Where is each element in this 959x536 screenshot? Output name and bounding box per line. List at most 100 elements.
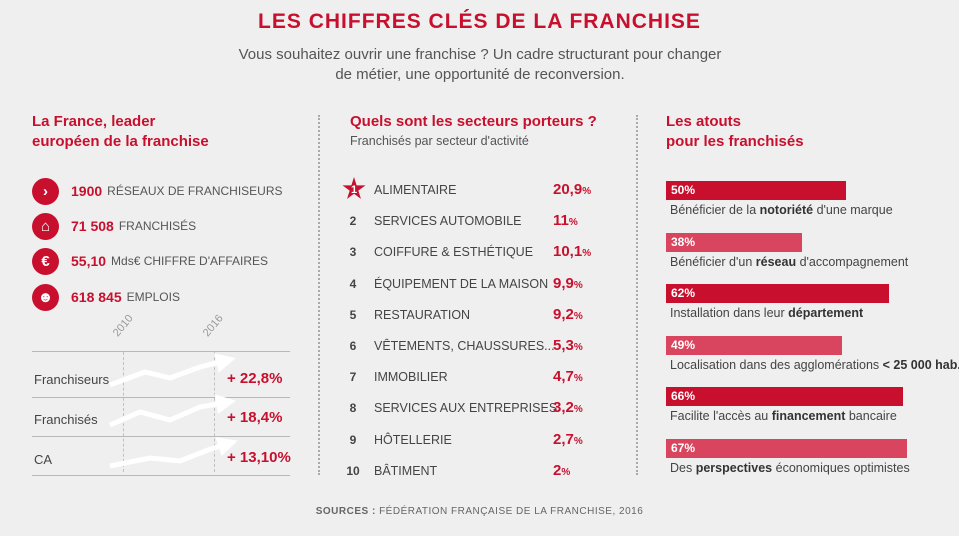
atout-bar: 66% <box>666 387 903 406</box>
sector-row: 5 RESTAURATION 9,2% <box>342 301 612 331</box>
sector-name: VÊTEMENTS, CHAUSSURES... <box>374 339 555 353</box>
page-title: LES CHIFFRES CLÉS DE LA FRANCHISE <box>258 10 701 33</box>
atout-label: Localisation dans des agglomérations < 2… <box>670 357 959 372</box>
sector-value: 10,1% <box>553 243 592 261</box>
sector-name: ALIMENTAIRE <box>374 183 457 197</box>
trend-label: CA <box>34 452 53 467</box>
left-heading-line-2: européen de la franchise <box>32 133 209 150</box>
shop-icon: ⌂ <box>32 212 59 240</box>
sector-name: IMMOBILIER <box>374 370 448 385</box>
sector-row: 2 SERVICES AUTOMOBILE 11% <box>342 207 612 237</box>
separator-left <box>318 115 320 475</box>
atout-bar: 38% <box>666 232 803 252</box>
sector-value: 20,9% <box>553 181 592 198</box>
right-heading-line-2: pour les franchisés <box>666 133 804 150</box>
sector-rank: 2 <box>349 214 357 229</box>
trend-label: Franchisés <box>34 412 98 427</box>
trend-divider <box>32 475 290 476</box>
right-heading-line-1: Les atouts <box>666 113 742 130</box>
left-heading: La France, leader européen de la franchi… <box>32 112 209 152</box>
year-guide-2010 <box>123 352 124 472</box>
stat-row-networks: › 1900 RÉSEAUX DE FRANCHISEURS <box>32 177 283 205</box>
sector-value: 9,2% <box>553 305 583 323</box>
separator-right <box>636 115 638 475</box>
atout-bar: 67% <box>666 438 907 458</box>
euro-icon: € <box>32 247 59 275</box>
atout-label: Bénéficier de la notoriété d'une marque <box>670 203 893 217</box>
sector-row: 3 COIFFURE & ESTHÉTIQUE 10,1% <box>342 238 612 268</box>
sector-name: BÂTIMENT <box>374 463 438 478</box>
stat-value: 71 508 <box>71 218 114 234</box>
sector-row: 7 IMMOBILIER 4,7% <box>342 363 612 393</box>
stat-label: EMPLOIS <box>126 290 180 304</box>
sector-name: HÔTELLERIE <box>374 432 452 447</box>
stat-value: 1900 <box>71 183 103 199</box>
atout-bar: 62% <box>666 284 889 303</box>
sector-name: RESTAURATION <box>374 307 471 322</box>
trend-arrow-franchiseurs <box>109 353 236 388</box>
stat-row-franchisees: ⌂ 71 508 FRANCHISÉS <box>32 212 196 240</box>
atout-label: Bénéficier d'un réseau d'accompagnement <box>670 254 909 269</box>
middle-subheading: Franchisés par secteur d'activité <box>350 134 529 148</box>
stat-label: FRANCHISÉS <box>118 219 197 233</box>
sector-rank: 4 <box>349 276 357 291</box>
right-heading: Les atouts pour les franchisés <box>666 112 804 152</box>
sector-value: 2,7% <box>553 430 583 448</box>
sector-value: 9,9% <box>553 274 583 292</box>
middle-heading: Quels sont les secteurs porteurs ? <box>350 113 597 130</box>
sector-value: 4,7% <box>553 368 583 386</box>
sector-value: 3,2% <box>553 399 583 417</box>
sector-rank: 6 <box>349 339 357 353</box>
sector-rank: 3 <box>349 245 357 260</box>
stat-label: Mds€ CHIFFRE D'AFFAIRES <box>111 254 269 268</box>
rank-star-badge: 1 <box>342 177 366 199</box>
chevron-right-icon: › <box>32 177 59 205</box>
trend-label: Franchiseurs <box>34 372 110 387</box>
trend-value: + 18,4% <box>227 409 283 426</box>
trend-value: + 22,8% <box>227 370 283 387</box>
trend-divider <box>32 397 290 398</box>
sector-name: SERVICES AUX ENTREPRISES <box>374 401 558 416</box>
sector-row: 8 SERVICES AUX ENTREPRISES 3,2% <box>342 394 612 424</box>
sector-rank: 8 <box>349 401 357 416</box>
atout-label: Installation dans leur département <box>670 306 864 320</box>
stat-value: 55,10 <box>71 253 107 269</box>
sector-rank: 10 <box>346 463 360 478</box>
atout-label: Des perspectives économiques optimistes <box>670 460 910 475</box>
sector-rank: 9 <box>349 432 357 447</box>
stat-row-jobs: ☻ 618 845 EMPLOIS <box>32 283 180 311</box>
sources-text: FÉDÉRATION FRANÇAISE DE LA FRANCHISE, 20… <box>379 506 644 517</box>
subtitle-line-1: Vous souhaitez ouvrir une franchise ? Un… <box>238 46 722 63</box>
trend-arrow-franchises <box>109 394 236 428</box>
sector-row: 9 HÔTELLERIE 2,7% <box>342 426 612 456</box>
sector-name: COIFFURE & ESTHÉTIQUE <box>374 245 534 260</box>
atout-bar: 49% <box>666 335 842 355</box>
atout-bar: 50% <box>666 181 846 200</box>
stat-label: RÉSEAUX DE FRANCHISEURS <box>107 184 283 198</box>
left-heading-line-1: La France, leader <box>32 113 156 130</box>
sector-name: SERVICES AUTOMOBILE <box>374 214 522 229</box>
trend-arrow-ca <box>109 437 238 469</box>
sector-rank: 7 <box>349 370 357 385</box>
stat-row-revenue: € 55,10 Mds€ CHIFFRE D'AFFAIRES <box>32 247 268 275</box>
people-icon: ☻ <box>32 283 59 311</box>
stat-value: 618 845 <box>71 289 122 305</box>
sources-label: SOURCES : <box>315 506 376 517</box>
sources: SOURCES : FÉDÉRATION FRANÇAISE DE LA FRA… <box>0 506 959 517</box>
subtitle-line-2: de métier, une opportunité de reconversi… <box>335 66 625 83</box>
sector-row: 6 VÊTEMENTS, CHAUSSURES... 5,3% <box>342 332 612 362</box>
sector-row: 4 ÉQUIPEMENT DE LA MAISON 9,9% <box>342 270 612 300</box>
sector-value: 2% <box>553 461 571 479</box>
trend-divider <box>32 436 290 437</box>
sector-row: 10 BÂTIMENT 2% <box>342 457 612 487</box>
atout-label: Facilite l'accès au financement bancaire <box>670 409 897 423</box>
trend-value: + 13,10% <box>227 449 291 466</box>
sector-rank: 5 <box>349 307 357 322</box>
sector-name: ÉQUIPEMENT DE LA MAISON <box>374 276 549 291</box>
sector-row: 1 ALIMENTAIRE 20,9% <box>342 176 612 206</box>
trend-divider <box>32 351 290 352</box>
sector-value: 5,3% <box>553 337 583 354</box>
page-subtitle: Vous souhaitez ouvrir une franchise ? Un… <box>200 45 760 85</box>
sector-value: 11% <box>553 212 578 230</box>
